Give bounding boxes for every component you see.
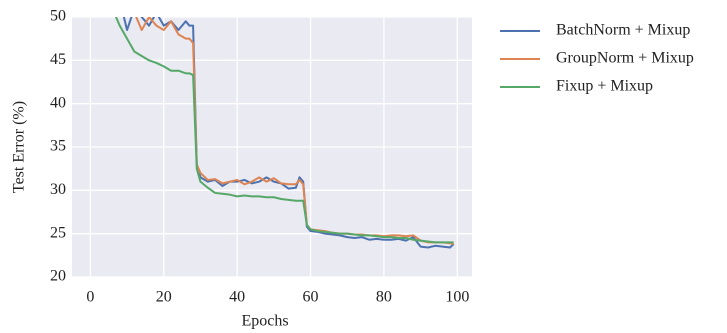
x-tick-label: 40 xyxy=(229,289,245,306)
y-tick-label: 20 xyxy=(50,268,66,285)
x-axis-label: Epochs xyxy=(241,313,288,330)
y-tick-label: 25 xyxy=(50,224,66,241)
line-series xyxy=(114,17,454,244)
x-tick-label: 60 xyxy=(303,289,319,306)
y-tick-label: 30 xyxy=(50,181,66,198)
x-tick-label: 0 xyxy=(86,289,94,306)
y-tick-label: 35 xyxy=(50,138,66,155)
y-tick-label: 50 xyxy=(50,8,66,25)
legend-label: GroupNorm + Mixup xyxy=(556,50,694,67)
x-tick-label: 80 xyxy=(376,289,392,306)
legend-label: Fixup + Mixup xyxy=(556,78,653,95)
x-tick-label: 20 xyxy=(156,289,172,306)
x-tick-label: 100 xyxy=(445,289,469,306)
y-tick-label: 40 xyxy=(50,94,66,111)
y-axis-label: Test Error (%) xyxy=(11,101,28,193)
legend-label: BatchNorm + Mixup xyxy=(556,22,690,39)
line-series xyxy=(122,17,455,249)
line-series xyxy=(135,17,454,246)
y-tick-label: 45 xyxy=(50,51,66,68)
